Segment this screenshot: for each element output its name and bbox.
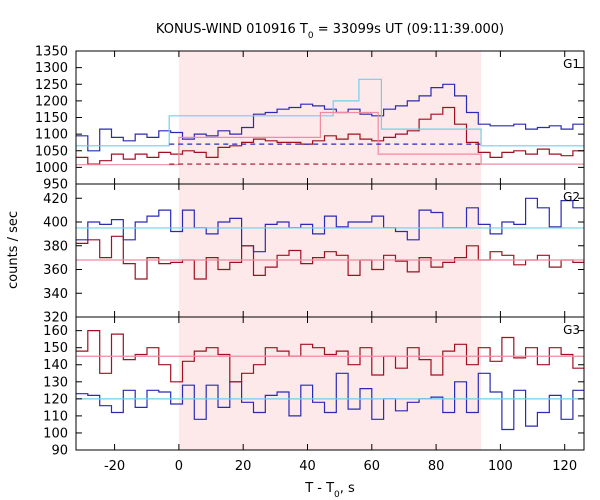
y-tick-label: 110: [43, 409, 68, 424]
chart-title: KONUS-WIND 010916 T0 = 33099s UT (09:11:…: [156, 22, 504, 41]
panel-frame: [75, 316, 585, 451]
panel-g2: 320 340 360 380 400 420 G2: [43, 183, 585, 326]
x-tick-label: 40: [299, 459, 316, 474]
x-tick-label: -20: [104, 459, 125, 474]
x-tick-label: 0: [175, 459, 183, 474]
y-tick-label: 1200: [35, 94, 68, 109]
panel-label: G1: [563, 57, 580, 71]
y-tick-label: 1150: [35, 111, 68, 126]
series-red: [76, 330, 584, 383]
highlight-band: [178, 317, 482, 450]
y-tick-label: 320: [43, 311, 68, 326]
y-tick-label: 1100: [35, 128, 68, 143]
panel-label: G3: [563, 323, 580, 337]
y-tick-label: 1250: [35, 78, 68, 93]
fit-pink: [76, 111, 584, 166]
x-tick-label: 120: [552, 459, 577, 474]
y-tick-label: 1300: [35, 61, 68, 76]
y-tick-label: 1050: [35, 144, 68, 159]
y-tick-label: 400: [43, 216, 68, 231]
x-axis-ticks: -20 0 20 40 60 80 100 120: [104, 459, 577, 474]
series-blue: [76, 372, 584, 431]
y-tick-label: 420: [43, 192, 68, 207]
panel-label: G2: [563, 190, 580, 204]
y-tick-label: 340: [43, 287, 68, 302]
x-tick-label: 80: [428, 459, 445, 474]
y-tick-label: 150: [43, 341, 68, 356]
x-tick-label: 20: [235, 459, 252, 474]
series-red: [76, 106, 584, 165]
y-tick-label: 140: [43, 358, 68, 373]
series-red: [76, 235, 584, 280]
y-tick-label: 950: [43, 178, 68, 193]
y-tick-label: 100: [43, 426, 68, 441]
y-tick-label: 160: [43, 324, 68, 339]
y-axis-label: counts / sec: [6, 211, 21, 289]
fit-cyan: [76, 78, 584, 147]
x-tick-label: 100: [488, 459, 513, 474]
panel-g3: 90 100 110 120 130 140 150 160 G3: [43, 316, 585, 459]
x-axis-label: T - T0, s: [304, 481, 355, 500]
highlight-band: [178, 184, 482, 317]
y-tick-label: 90: [51, 444, 68, 459]
y-tick-label: 130: [43, 375, 68, 390]
y-tick-label: 120: [43, 392, 68, 407]
series-blue: [76, 83, 584, 152]
x-tick-label: 60: [364, 459, 381, 474]
y-tick-label: 1350: [35, 45, 68, 60]
y-tick-label: 1000: [35, 161, 68, 176]
y-tick-label: 360: [43, 263, 68, 278]
y-tick-label: 380: [43, 239, 68, 254]
